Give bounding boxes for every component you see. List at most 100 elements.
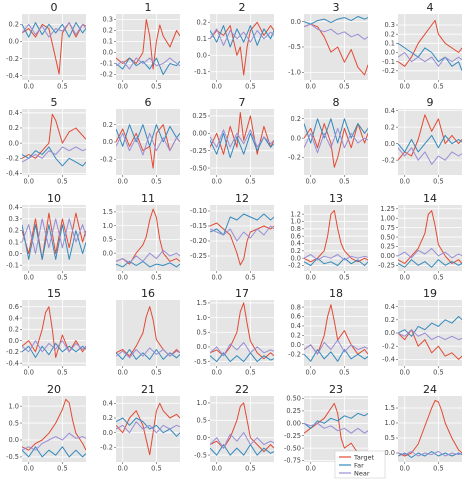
x-tick-label: 0.5 <box>57 274 68 282</box>
legend-label-near: Near <box>354 469 370 477</box>
panel-title: 9 <box>427 96 434 109</box>
y-tick-label: 1.5 <box>197 299 208 307</box>
series-line-target <box>398 114 462 161</box>
y-tick-label: -0.1 <box>100 60 113 68</box>
y-tick-label: 0.00 <box>380 252 395 260</box>
y-tick-label: 0.2 <box>385 30 396 38</box>
panel-background <box>22 109 86 175</box>
panel-title: 13 <box>329 192 343 205</box>
series-line-far <box>398 316 462 337</box>
series-line-far <box>210 444 274 456</box>
y-tick-label: 0.1 <box>385 40 396 48</box>
panel-title: 23 <box>329 383 343 396</box>
x-tick-label: 0.0 <box>211 178 222 186</box>
series-line-near <box>116 57 180 70</box>
panel-3: 3 0.0 0.5 -1.0 -0.5 0.0 <box>288 1 368 91</box>
x-tick-label: 0.5 <box>433 83 444 91</box>
x-tick-label: 0.0 <box>117 178 128 186</box>
series-line-far <box>22 22 86 38</box>
x-tick-label: 0.0 <box>23 178 34 186</box>
y-tick-label: 0.6 <box>291 313 302 321</box>
x-tick-label: 0.5 <box>433 465 444 473</box>
panel-title: 11 <box>141 192 155 205</box>
panel-title: 17 <box>235 287 249 300</box>
series-line-near <box>22 218 86 255</box>
y-tick-label: 1.0 <box>291 218 302 226</box>
panel-title: 24 <box>423 383 437 396</box>
y-tick-label: -0.2 <box>382 156 395 164</box>
series-line-target <box>210 21 274 76</box>
x-tick-label: 0.0 <box>117 369 128 377</box>
y-tick-label: -0.2 <box>288 350 301 358</box>
x-tick-label: 0.0 <box>23 369 34 377</box>
y-tick-label: 1.0 <box>385 419 396 427</box>
panel-12: 12 0.0 0.5 -0.25 -0.20 -0.15 -0.10 <box>190 192 274 282</box>
x-tick-label: 0.0 <box>117 274 128 282</box>
panel-21: 21 0.0 0.5 -0.2 0.0 0.2 0.4 <box>100 383 180 473</box>
x-tick-label: 0.5 <box>151 83 162 91</box>
panel-13: 130.0 0.5-0.20.00.20.40.60.81.01.2 <box>288 192 368 282</box>
y-tick-label: -0.5 <box>194 451 207 459</box>
y-tick-label: 0.2 <box>9 227 20 235</box>
series-line-far <box>398 42 462 71</box>
x-tick-label: 0.5 <box>339 178 350 186</box>
y-tick-label: -0.2 <box>6 155 19 163</box>
series-line-near <box>22 432 86 451</box>
series-line-target <box>398 400 462 457</box>
y-tick-label: 0.0 <box>291 254 302 262</box>
y-tick-label: 0.0 <box>291 341 302 349</box>
x-tick-label: 0.0 <box>399 83 410 91</box>
y-tick-label: 0.8 <box>291 225 302 233</box>
y-tick-label: -0.50 <box>284 444 301 452</box>
y-tick-label: -0.2 <box>382 67 395 75</box>
y-tick-label: 0.4 <box>385 303 396 311</box>
legend-label-far: Far <box>354 461 364 469</box>
y-tick-label: 0.0 <box>103 249 114 257</box>
y-tick-label: 0.3 <box>103 16 114 24</box>
y-tick-label: 1.25 <box>380 205 395 213</box>
series-line-near <box>398 247 462 259</box>
y-tick-label: 0.50 <box>380 233 395 241</box>
y-tick-label: -0.1 <box>194 68 207 76</box>
panel-title: 6 <box>145 96 152 109</box>
y-tick-label: 0.25 <box>286 407 301 415</box>
series-line-near <box>398 52 462 67</box>
y-tick-label: 0.4 <box>9 204 20 212</box>
y-tick-label: -0.4 <box>6 170 19 178</box>
x-tick-label: 0.0 <box>117 465 128 473</box>
panel-title: 14 <box>423 192 437 205</box>
series-line-target <box>22 398 86 451</box>
x-tick-label: 0.5 <box>151 369 162 377</box>
panel-title: 5 <box>51 96 58 109</box>
y-tick-label: -0.50 <box>190 164 207 172</box>
series-line-near <box>304 339 368 355</box>
panel-15: 15 0.0 0.5 -0.4 -0.2 0.0 0.2 0.4 0.6 <box>6 287 86 377</box>
series-line-near <box>398 147 462 165</box>
series-line-far <box>116 260 180 268</box>
y-tick-label: -0.5 <box>6 453 19 461</box>
x-tick-label: 0.5 <box>245 83 256 91</box>
panel-16: 16 0.0 0.5 <box>116 287 180 377</box>
y-tick-label: 0.0 <box>103 138 114 146</box>
series-line-far <box>22 342 86 358</box>
x-tick-label: 0.5 <box>433 178 444 186</box>
y-tick-label: -0.2 <box>100 71 113 79</box>
x-tick-label: 0.5 <box>57 83 68 91</box>
x-tick-label: 0.0 <box>211 465 222 473</box>
x-tick-label: 0.0 <box>305 465 316 473</box>
panel-title: 4 <box>427 1 434 14</box>
y-tick-label: 0.0 <box>291 18 302 26</box>
x-tick-label: 0.0 <box>305 83 316 91</box>
series-line-near <box>22 22 86 38</box>
series-line-far <box>210 25 274 48</box>
panel-background <box>22 300 86 366</box>
series-line-target <box>304 210 368 263</box>
panel-11: 11 0.0 0.5 0.0 0.5 1.0 1.5 <box>103 192 180 282</box>
panel-0: 0 0.0 0.5 -0.4 -0.2 0.0 0.2 <box>6 1 86 91</box>
series-line-far <box>116 124 180 147</box>
y-tick-label: 0.25 <box>192 112 207 120</box>
series-line-target <box>304 123 368 168</box>
